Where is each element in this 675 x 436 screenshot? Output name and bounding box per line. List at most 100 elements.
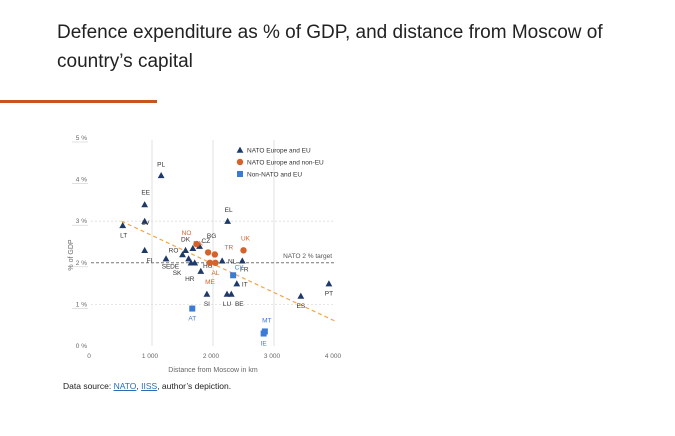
- point-se: [162, 255, 170, 262]
- source-prefix: Data source:: [63, 381, 114, 391]
- legend-marker-nato_eu: [236, 146, 244, 153]
- target-line-label: NATO 2 % target: [283, 253, 332, 260]
- x-axis-label: Distance from Moscow in km: [168, 367, 258, 374]
- point-label-hu: HU: [203, 263, 213, 270]
- point-label-lv: LV: [142, 220, 150, 227]
- point-label-at: AT: [188, 316, 196, 323]
- point-fi: [141, 246, 149, 254]
- point-ro: [179, 251, 186, 258]
- point-hr: [197, 267, 205, 274]
- legend-label-nato_non_eu: NATO Europe and non-EU: [247, 160, 324, 167]
- point-label-si: SI: [204, 301, 210, 308]
- y-tick-label: 0 %: [76, 343, 87, 350]
- point-bg: [196, 242, 203, 249]
- point-label-nl: NL: [228, 259, 237, 266]
- point-label-pt: PT: [325, 291, 333, 298]
- point-uk: [240, 247, 247, 254]
- y-tick-label: 3 %: [76, 218, 87, 225]
- point-label-lt: LT: [120, 232, 127, 239]
- point-label-mk: MK: [193, 240, 203, 247]
- point-lv: [141, 217, 149, 224]
- point-nl: [218, 257, 226, 264]
- point-label-me: ME: [205, 279, 215, 286]
- data-source: Data source: NATO, IISS, author’s depict…: [63, 381, 231, 391]
- point-label-el: EL: [225, 207, 233, 214]
- point-label-uk: UK: [241, 235, 251, 242]
- y-tick-label: 5 %: [76, 135, 87, 142]
- point-label-de: DE: [170, 264, 180, 271]
- legend: NATO Europe and EU NATO Europe and non-EU…: [236, 146, 324, 179]
- y-tick-label: 1 %: [76, 301, 87, 308]
- legend-label-non_nato_eu: Non-NATO and EU: [247, 172, 302, 179]
- point-label-cy: CY: [235, 264, 245, 271]
- point-it: [233, 280, 241, 287]
- point-label-bg: BG: [207, 233, 216, 240]
- point-ee: [141, 201, 149, 208]
- accent-rule: [0, 100, 157, 103]
- point-pt: [325, 280, 333, 287]
- point-al: [212, 259, 219, 266]
- y-tick-label: 2 %: [76, 260, 87, 267]
- legend-marker-non_nato_eu: [237, 171, 243, 177]
- point-ie: [260, 330, 267, 337]
- point-at: [189, 305, 196, 312]
- trendline: [121, 220, 336, 322]
- point-no: [193, 240, 200, 248]
- point-label-fr: FR: [240, 267, 249, 274]
- point-cy: [230, 272, 237, 279]
- point-label-tr: TR: [224, 244, 233, 251]
- point-tr: [211, 251, 219, 258]
- source-separator: ,: [136, 381, 142, 391]
- gridlines: [91, 140, 335, 346]
- page-title: Defence expenditure as % of GDP, and dis…: [57, 22, 603, 72]
- point-mk: [204, 249, 212, 256]
- point-es: [297, 292, 305, 299]
- point-cz: [189, 244, 197, 251]
- point-label-hr: HR: [185, 276, 195, 283]
- x-tick-label: 0: [87, 353, 91, 360]
- point-label-ee: EE: [141, 190, 150, 197]
- point-de: [185, 255, 192, 262]
- trendline-group: [121, 220, 336, 322]
- point-label-sk: SK: [173, 270, 182, 277]
- point-me: [206, 259, 214, 266]
- x-tick-label: 4 000: [325, 353, 342, 360]
- point-label-se: SE: [162, 264, 171, 271]
- point-label-fi: FI: [147, 257, 153, 264]
- source-suffix: , author’s depiction.: [157, 381, 232, 391]
- source-link-nato[interactable]: NATO: [113, 381, 137, 391]
- x-tick-label: 3 000: [264, 353, 281, 360]
- x-tick-label: 2 000: [203, 353, 220, 360]
- legend-label-nato_eu: NATO Europe and EU: [247, 148, 311, 155]
- point-label-ro: RO: [169, 247, 179, 254]
- point-label-lu: LU: [223, 301, 232, 308]
- point-dk: [182, 246, 189, 254]
- point-pl: [157, 172, 165, 179]
- point-label-it: IT: [242, 282, 248, 289]
- point-label-al: AL: [211, 270, 219, 277]
- legend-marker-nato_non_eu: [236, 158, 244, 166]
- x-tick-label: 1 000: [142, 353, 159, 360]
- point-el: [224, 217, 232, 224]
- point-si: [203, 290, 211, 297]
- y-tick-label: 4 %: [76, 177, 87, 184]
- point-hu: [191, 259, 199, 266]
- axis-y: 0 % 1 % 2 % 3 % 4 % 5 %: [72, 135, 88, 350]
- point-label-cz: CZ: [202, 238, 211, 245]
- point-label-be: BE: [235, 301, 244, 308]
- y-axis-label: % of GDP: [68, 239, 75, 270]
- point-label-dk: DK: [181, 236, 191, 243]
- point-label-pl: PL: [157, 161, 165, 168]
- axis-x: 0 1 000 2 000 3 000 4 000: [87, 353, 341, 360]
- point-label-mt: MT: [262, 317, 271, 324]
- source-link-iiss[interactable]: IISS: [141, 381, 158, 391]
- point-be: [227, 290, 235, 297]
- point-lt: [119, 221, 127, 229]
- point-fr: [238, 257, 246, 264]
- point-label-es: ES: [297, 303, 306, 310]
- point-label-no: NO: [182, 230, 192, 237]
- point-label-ie: IE: [261, 341, 268, 348]
- point-lu: [223, 290, 231, 297]
